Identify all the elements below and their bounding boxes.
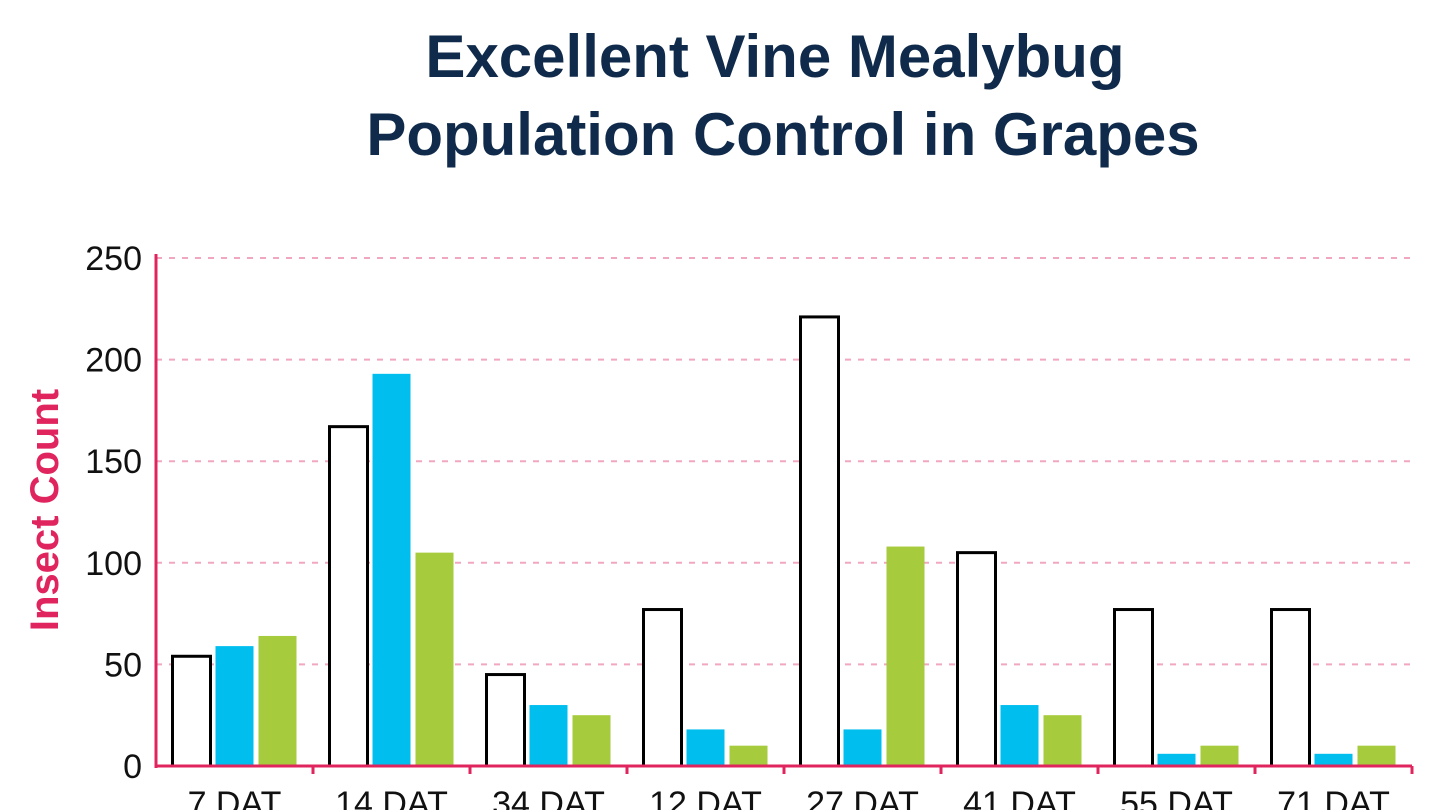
bar-series-1-14-dat xyxy=(372,373,411,766)
bar-series-2-27-dat xyxy=(886,546,925,766)
x-tick-label: 71 DAT xyxy=(1277,785,1390,810)
bar-series-1-7-dat xyxy=(215,646,254,766)
bars xyxy=(171,315,1396,768)
y-tick-labels: 0 50 100 150 200 250 xyxy=(85,240,142,786)
bar-series-1-12-dat xyxy=(686,729,725,766)
bar-series-2-14-dat xyxy=(415,552,454,766)
bar-series-2-7-dat xyxy=(258,635,297,766)
chart-title-line-2: Population Control in Grapes xyxy=(366,101,1200,168)
x-tick-label: 41 DAT xyxy=(963,785,1076,810)
y-tick-label: 150 xyxy=(85,443,142,481)
y-tick-label: 100 xyxy=(85,545,142,583)
x-tick-label: 27 DAT xyxy=(806,785,919,810)
x-tick-label: 12 DAT xyxy=(649,785,762,810)
bar-series-1-41-dat xyxy=(1000,705,1039,766)
bar-series-2-12-dat xyxy=(729,745,768,766)
x-tick-label: 55 DAT xyxy=(1120,785,1233,810)
bar-series-2-41-dat xyxy=(1043,715,1082,766)
x-tick-label: 7 DAT xyxy=(188,785,282,810)
bar-series-1-27-dat xyxy=(843,729,882,766)
y-axis-label: Insect Count xyxy=(23,389,67,631)
y-tick-label: 0 xyxy=(123,748,142,786)
x-tick-label: 34 DAT xyxy=(492,785,605,810)
bar-series-0-14-dat xyxy=(328,425,369,768)
bar-series-2-34-dat xyxy=(572,715,611,766)
bar-series-1-71-dat xyxy=(1314,753,1353,766)
bar-series-2-55-dat xyxy=(1200,745,1239,766)
bar-series-1-55-dat xyxy=(1157,753,1196,766)
bar-series-0-55-dat xyxy=(1113,608,1154,768)
y-tick-label: 250 xyxy=(85,240,142,278)
chart-title: Excellent Vine Mealybug Population Contr… xyxy=(0,18,1440,174)
y-tick-label: 200 xyxy=(85,342,142,380)
bar-series-0-7-dat xyxy=(171,654,212,768)
bar-series-0-41-dat xyxy=(956,551,997,768)
x-tick-labels: 7 DAT 14 DAT 34 DAT 12 DAT 27 DAT 41 DAT 55 DA… xyxy=(188,785,1390,810)
bar-series-0-27-dat xyxy=(799,315,840,768)
axes xyxy=(154,254,1414,774)
chart-title-line-1: Excellent Vine Mealybug xyxy=(425,23,1125,90)
bar-series-0-71-dat xyxy=(1270,608,1311,768)
x-tick-label: 14 DAT xyxy=(335,785,448,810)
bar-series-0-12-dat xyxy=(642,608,683,768)
bar-series-0-34-dat xyxy=(485,673,526,768)
bar-series-2-71-dat xyxy=(1357,745,1396,766)
y-tick-label: 50 xyxy=(104,646,142,684)
bar-series-1-34-dat xyxy=(529,705,568,766)
